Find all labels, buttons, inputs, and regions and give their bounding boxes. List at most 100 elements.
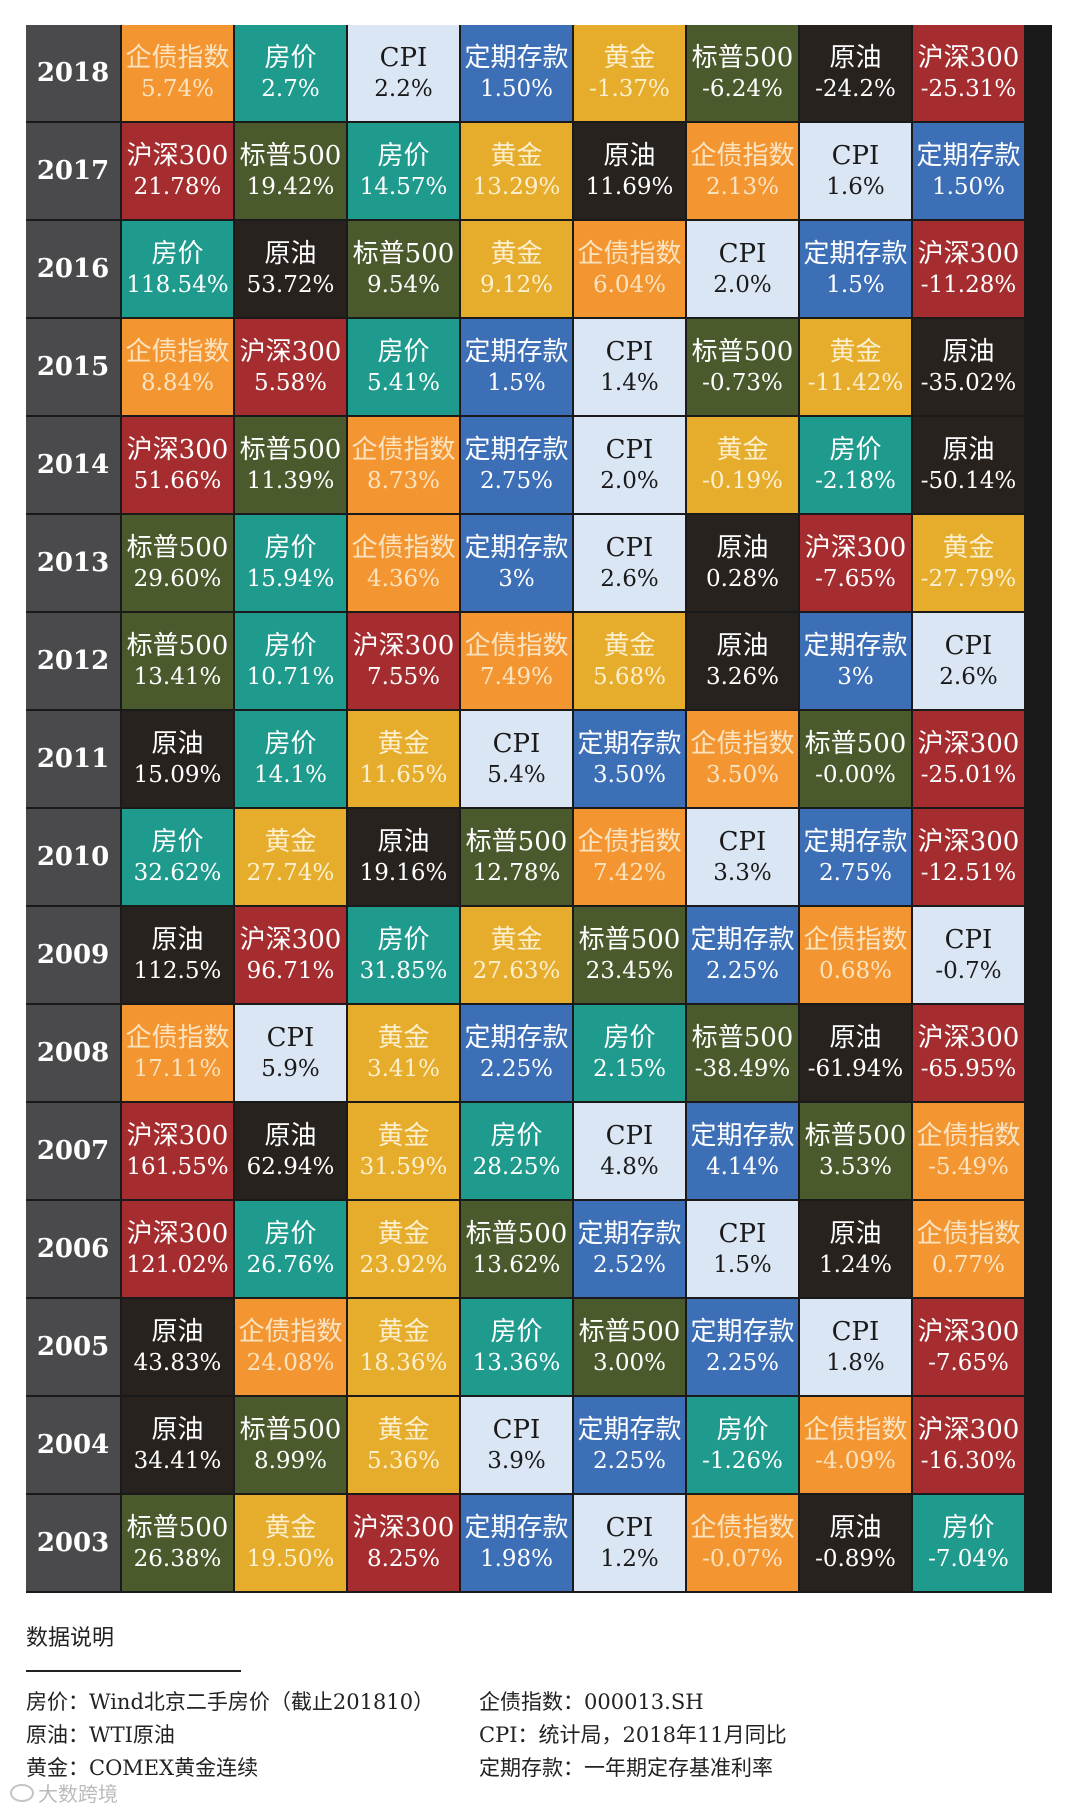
return-cell: 沪深300 21.78%: [122, 123, 233, 219]
asset-name: 标普500: [239, 435, 342, 466]
return-cell: 房价 28.25%: [461, 1103, 572, 1199]
return-value: -65.95%: [920, 1055, 1017, 1082]
return-value: 3.26%: [705, 663, 780, 690]
return-value: 7.49%: [479, 663, 554, 690]
return-value: 28.25%: [472, 1153, 561, 1180]
return-value: 14.57%: [359, 173, 448, 200]
asset-name: 标普500: [239, 141, 342, 172]
return-value: 15.94%: [246, 565, 335, 592]
return-cell: 房价 32.62%: [122, 809, 233, 905]
return-value: 27.63%: [472, 957, 561, 984]
return-value: 7.55%: [366, 663, 441, 690]
return-cell: 沪深300 -65.95%: [913, 1005, 1024, 1101]
return-cell: 企债指数 24.08%: [235, 1299, 346, 1395]
return-value: 15.09%: [133, 761, 222, 788]
asset-name: 房价: [377, 337, 430, 368]
return-cell: 原油 3.26%: [687, 613, 798, 709]
asset-name: 房价: [829, 435, 882, 466]
asset-name: 定期存款: [464, 43, 569, 74]
return-cell: 沪深300 -25.01%: [913, 711, 1024, 807]
asset-name: CPI: [831, 1317, 880, 1348]
asset-name: 原油: [151, 1317, 204, 1348]
asset-name: 标普500: [691, 337, 794, 368]
return-value: 4.36%: [366, 565, 441, 592]
asset-name: 房价: [264, 1219, 317, 1250]
asset-name: 企债指数: [351, 435, 456, 466]
asset-name: 原油: [942, 435, 995, 466]
return-cell: 标普500 29.60%: [122, 515, 233, 611]
return-cell: 房价 14.1%: [235, 711, 346, 807]
return-value: 27.74%: [246, 859, 335, 886]
return-value: 18.36%: [359, 1349, 448, 1376]
return-cell: 黄金 31.59%: [348, 1103, 459, 1199]
asset-name: 沪深300: [917, 1317, 1020, 1348]
asset-name: 企债指数: [125, 1023, 230, 1054]
return-value: -61.94%: [807, 1055, 904, 1082]
asset-name: 企债指数: [577, 239, 682, 270]
asset-name: 沪深300: [917, 729, 1020, 760]
return-cell: CPI 1.2%: [574, 1495, 685, 1591]
asset-name: 企债指数: [803, 925, 908, 956]
return-cell: 标普500 -38.49%: [687, 1005, 798, 1101]
return-value: 2.25%: [705, 1349, 780, 1376]
return-value: 0.28%: [705, 565, 780, 592]
return-value: 2.6%: [600, 565, 659, 592]
asset-name: CPI: [492, 729, 541, 760]
return-cell: 标普500 8.99%: [235, 1397, 346, 1493]
asset-name: 沪深300: [917, 239, 1020, 270]
return-value: 1.5%: [713, 1251, 772, 1278]
year-label: 2010: [26, 809, 120, 905]
asset-name: 企债指数: [690, 729, 795, 760]
return-cell: 原油 0.28%: [687, 515, 798, 611]
return-cell: 定期存款 2.25%: [687, 907, 798, 1003]
return-value: 23.92%: [359, 1251, 448, 1278]
note-oil: 原油：WTI原油: [26, 1723, 175, 1747]
return-value: -4.09%: [815, 1447, 896, 1474]
return-value: -27.79%: [920, 565, 1017, 592]
asset-name: 黄金: [942, 533, 995, 564]
return-value: 121.02%: [126, 1251, 229, 1278]
return-value: 1.5%: [487, 369, 546, 396]
return-value: 10.71%: [246, 663, 335, 690]
return-cell: 定期存款 2.52%: [574, 1201, 685, 1297]
return-cell: 房价 13.36%: [461, 1299, 572, 1395]
return-cell: 黄金 9.12%: [461, 221, 572, 317]
asset-name: 原油: [151, 729, 204, 760]
return-cell: 房价 2.7%: [235, 25, 346, 121]
return-value: -2.18%: [815, 467, 896, 494]
asset-name: 房价: [151, 239, 204, 270]
asset-name: 沪深300: [239, 925, 342, 956]
asset-name: 原油: [603, 141, 656, 172]
asset-name: 定期存款: [803, 631, 908, 662]
return-cell: 原油 -24.2%: [800, 25, 911, 121]
return-value: -16.30%: [920, 1447, 1017, 1474]
watermark-logo-icon: [10, 1783, 34, 1802]
asset-name: 沪深300: [804, 533, 907, 564]
return-value: 5.41%: [366, 369, 441, 396]
asset-name: 定期存款: [803, 239, 908, 270]
return-value: 6.04%: [592, 271, 667, 298]
return-value: 53.72%: [246, 271, 335, 298]
return-cell: 原油 -35.02%: [913, 319, 1024, 415]
return-cell: 沪深300 96.71%: [235, 907, 346, 1003]
return-cell: 黄金 -0.19%: [687, 417, 798, 513]
return-cell: 黄金 13.29%: [461, 123, 572, 219]
note-cpi: CPI：统计局，2018年11月同比: [479, 1723, 787, 1747]
return-value: -50.14%: [920, 467, 1017, 494]
return-value: -7.65%: [928, 1349, 1009, 1376]
return-cell: 房价 -2.18%: [800, 417, 911, 513]
return-value: 3.53%: [818, 1153, 893, 1180]
return-cell: 定期存款 2.25%: [574, 1397, 685, 1493]
return-cell: 黄金 18.36%: [348, 1299, 459, 1395]
return-cell: 原油 -61.94%: [800, 1005, 911, 1101]
asset-name: 沪深300: [126, 1121, 229, 1152]
return-value: 3.9%: [487, 1447, 546, 1474]
return-value: 1.5%: [826, 271, 885, 298]
return-cell: 房价 -1.26%: [687, 1397, 798, 1493]
asset-name: 原油: [264, 1121, 317, 1152]
return-value: 2.15%: [592, 1055, 667, 1082]
return-cell: 沪深300 -12.51%: [913, 809, 1024, 905]
asset-name: 沪深300: [126, 1219, 229, 1250]
return-value: 1.98%: [479, 1545, 554, 1572]
return-value: 5.74%: [140, 75, 215, 102]
